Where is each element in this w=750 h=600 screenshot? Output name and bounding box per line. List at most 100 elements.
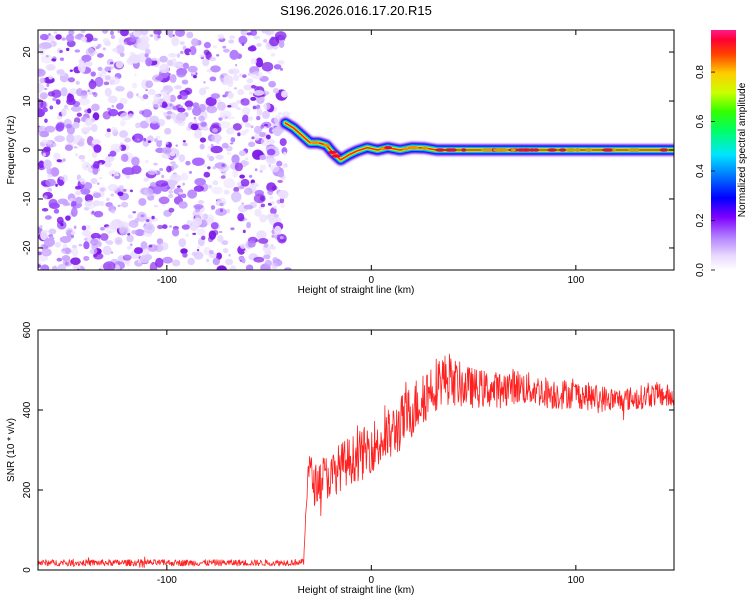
spectrogram-noise-blob bbox=[90, 247, 98, 255]
spectrogram-noise-blob bbox=[182, 62, 190, 70]
spectrogram-noise-blob bbox=[152, 99, 164, 108]
spectrogram-noise-blob bbox=[176, 112, 187, 123]
spectrogram-noise-blob bbox=[231, 191, 242, 203]
spectrogram-noise-blob bbox=[120, 201, 129, 208]
colorbar: 0.0 0.2 0.4 0.6 0.8 Normalized spectral ampl… bbox=[695, 30, 748, 277]
spectrogram-noise-blob bbox=[110, 35, 116, 40]
spectrogram-noise-blob bbox=[277, 171, 285, 178]
spectrogram-noise-blob bbox=[145, 218, 150, 223]
spectrogram-noise-blob bbox=[115, 85, 125, 92]
spectrogram-noise-blob bbox=[44, 88, 48, 90]
spectrogram-noise-blob bbox=[107, 184, 119, 192]
spectrogram-noise-blob bbox=[254, 168, 258, 172]
spectrogram-noise-blob bbox=[194, 204, 201, 213]
figure-title: S196.2026.016.17.20.R15 bbox=[280, 3, 432, 18]
spectrogram-ridge-peak bbox=[565, 148, 576, 152]
spectrogram-noise-blob bbox=[172, 259, 181, 267]
spectrogram-noise-blob bbox=[210, 65, 221, 73]
spectrogram-noise-blob bbox=[175, 30, 186, 37]
spectrogram-noise-blob bbox=[192, 157, 205, 166]
spectrogram-y-tick-label: 10 bbox=[22, 95, 33, 107]
spectrogram-noise-blob bbox=[279, 236, 284, 240]
spectrogram-noise-blob bbox=[56, 216, 64, 224]
spectrogram-noise-blob bbox=[107, 95, 118, 104]
spectrogram-noise-blob bbox=[107, 154, 111, 157]
spectrogram-noise-blob bbox=[141, 109, 153, 118]
spectrogram-noise-blob bbox=[168, 53, 177, 58]
spectrogram-noise-blob bbox=[124, 41, 127, 45]
spectrogram-noise-blob bbox=[54, 241, 61, 248]
spectrogram-noise-blob bbox=[43, 237, 55, 247]
spectrogram-noise-blob bbox=[77, 97, 91, 106]
spectrogram-noise-blob bbox=[260, 203, 266, 208]
spectrogram-noise-blob bbox=[272, 257, 279, 263]
spectrogram-noise-blob bbox=[139, 110, 145, 115]
spectrogram-noise-blob bbox=[212, 257, 221, 266]
spectrogram-noise-blob bbox=[142, 93, 149, 100]
spectrogram-noise-blob bbox=[228, 35, 236, 40]
spectrogram-noise-blob bbox=[143, 177, 149, 182]
spectrogram-noise-blob bbox=[181, 193, 187, 199]
spectrogram-noise-blob bbox=[233, 87, 238, 90]
spectrogram-noise-blob bbox=[97, 241, 102, 247]
spectrogram-noise-blob bbox=[99, 162, 103, 165]
spectrogram-noise-blob bbox=[244, 122, 251, 128]
spectrogram-noise-blob bbox=[238, 35, 248, 45]
spectrogram-noise-blob bbox=[144, 159, 149, 164]
spectrogram-noise-blob bbox=[69, 88, 79, 95]
spectrogram-noise-blob bbox=[38, 88, 42, 94]
spectrogram-noise-blob bbox=[169, 74, 177, 83]
spectrogram-noise-blob bbox=[212, 166, 217, 170]
colorbar-tick-label: 0.8 bbox=[695, 65, 706, 79]
spectrogram-noise-blob bbox=[106, 128, 111, 133]
spectrogram-noise-blob bbox=[197, 246, 200, 249]
spectrogram-ridge-peak bbox=[402, 147, 409, 151]
spectrogram-noise-blob bbox=[232, 74, 240, 81]
spectrogram-noise-blob bbox=[41, 248, 52, 257]
spectrogram-noise-blob bbox=[48, 75, 53, 80]
spectrogram-noise-blob bbox=[279, 197, 285, 204]
spectrogram-noise-blob bbox=[165, 141, 169, 145]
spectrogram-noise-blob bbox=[259, 164, 267, 171]
spectrogram-noise-blob bbox=[250, 125, 254, 129]
snr-y-tick-label: 200 bbox=[22, 481, 33, 498]
spectrogram-noise-blob bbox=[222, 45, 227, 49]
spectrogram-x-tick-label: 0 bbox=[369, 275, 375, 286]
spectrogram-y-tick-label: 0 bbox=[22, 147, 33, 153]
spectrogram-noise-blob bbox=[97, 160, 106, 165]
spectrogram-noise-blob bbox=[76, 112, 82, 117]
spectrogram-noise-blob bbox=[199, 54, 204, 58]
spectrogram-noise-blob bbox=[194, 119, 198, 124]
spectrogram-noise-blob bbox=[73, 146, 78, 149]
spectrogram-noise-blob bbox=[176, 53, 180, 58]
spectrogram-noise-blob bbox=[278, 112, 282, 116]
spectrogram-noise-blob bbox=[70, 207, 78, 217]
spectrogram-noise-blob bbox=[74, 34, 82, 40]
spectrogram-noise-blob bbox=[270, 164, 280, 173]
spectrogram-noise-blob bbox=[38, 251, 43, 256]
spectrogram-noise-blob bbox=[199, 143, 205, 150]
spectrogram-noise-blob bbox=[151, 57, 156, 62]
spectrogram-noise-blob bbox=[203, 41, 211, 49]
spectrogram-noise-blob bbox=[175, 144, 178, 147]
spectrogram-noise-blob bbox=[232, 123, 242, 131]
spectrogram-noise-blob bbox=[185, 233, 189, 237]
spectrogram-noise-blob bbox=[227, 92, 234, 99]
spectrogram-noise-blob bbox=[259, 169, 263, 173]
spectrogram-noise-blob bbox=[144, 53, 149, 58]
spectrogram-noise-blob bbox=[86, 126, 93, 131]
spectrogram-noise-blob bbox=[203, 163, 207, 168]
spectrogram-noise-blob bbox=[104, 40, 112, 47]
spectrogram-noise-blob bbox=[53, 31, 58, 34]
spectrogram-ridge-peak bbox=[384, 146, 392, 150]
spectrogram-noise-blob bbox=[230, 137, 236, 143]
spectrogram-noise-blob bbox=[107, 230, 112, 235]
spectrogram-noise-blob bbox=[46, 167, 52, 175]
spectrogram-noise-blob bbox=[52, 97, 57, 102]
spectrogram-noise-blob bbox=[39, 224, 43, 229]
spectrogram-noise-blob bbox=[277, 59, 285, 65]
spectrogram-noise-blob bbox=[77, 61, 86, 73]
spectrogram-noise-blob bbox=[169, 103, 173, 107]
spectrogram-noise-blob bbox=[90, 71, 96, 77]
